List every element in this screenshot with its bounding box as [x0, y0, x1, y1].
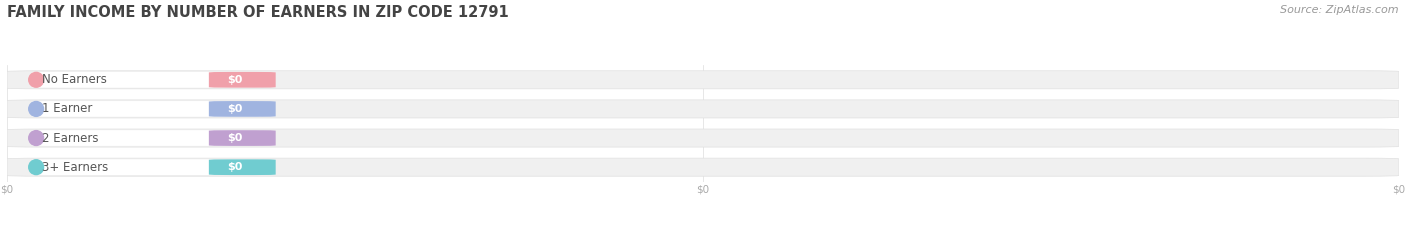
FancyBboxPatch shape [7, 158, 1399, 176]
Text: $0: $0 [228, 162, 243, 172]
FancyBboxPatch shape [209, 72, 276, 88]
Text: 1 Earner: 1 Earner [42, 103, 93, 115]
FancyBboxPatch shape [32, 101, 262, 117]
Text: $0: $0 [228, 104, 243, 114]
Text: Source: ZipAtlas.com: Source: ZipAtlas.com [1281, 5, 1399, 15]
Text: $0: $0 [228, 75, 243, 85]
FancyBboxPatch shape [7, 71, 1399, 89]
Text: No Earners: No Earners [42, 73, 107, 86]
Ellipse shape [28, 101, 44, 117]
FancyBboxPatch shape [7, 129, 1399, 147]
FancyBboxPatch shape [32, 72, 262, 88]
Ellipse shape [28, 159, 44, 175]
Text: $0: $0 [228, 133, 243, 143]
Text: 2 Earners: 2 Earners [42, 132, 98, 144]
FancyBboxPatch shape [209, 159, 276, 175]
FancyBboxPatch shape [7, 100, 1399, 118]
FancyBboxPatch shape [209, 130, 276, 146]
Text: FAMILY INCOME BY NUMBER OF EARNERS IN ZIP CODE 12791: FAMILY INCOME BY NUMBER OF EARNERS IN ZI… [7, 5, 509, 20]
Ellipse shape [28, 72, 44, 88]
Ellipse shape [28, 130, 44, 146]
FancyBboxPatch shape [32, 130, 262, 146]
FancyBboxPatch shape [209, 101, 276, 117]
FancyBboxPatch shape [32, 159, 262, 175]
Text: 3+ Earners: 3+ Earners [42, 161, 108, 174]
